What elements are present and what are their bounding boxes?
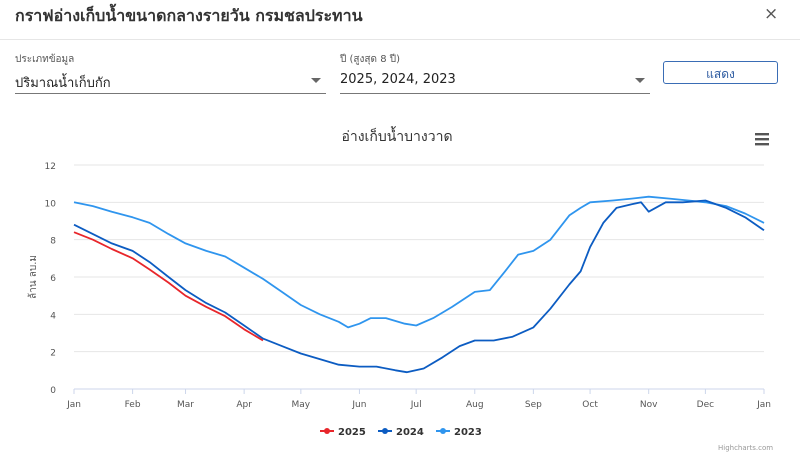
y-tick-label: 10 [45,199,57,209]
chart-credits: Highcharts.com [718,444,774,452]
year-label: ปี (สูงสุด 8 ปี) [340,54,400,65]
x-tick-label: Nov [640,400,658,410]
x-tick-label: Jul [410,400,422,410]
legend-label-2024: 2024 [396,427,424,438]
chart-title: อ่างเก็บน้ำบางวาด [341,126,452,145]
data-type-select[interactable]: ปริมาณน้ำเก็บกัก [15,76,111,91]
legend-marker-2025 [324,428,330,434]
x-tick-label: Dec [697,400,714,410]
legend-marker-2023 [440,428,446,434]
x-tick-label: Jun [351,400,366,410]
x-tick-label: Aug [466,400,484,410]
legend-label-2023: 2023 [454,427,482,438]
dialog-title: กราฟอ่างเก็บน้ำขนาดกลางรายวัน กรมชลประทา… [15,6,363,25]
legend-marker-2024 [382,428,388,434]
y-tick-label: 12 [45,162,56,172]
close-icon[interactable]: × [764,4,779,24]
x-tick-label: Mar [177,400,194,410]
y-tick-label: 0 [50,386,56,396]
reservoir-chart: อ่างเก็บน้ำบางวาด 0 2 4 6 8 10 12 Jan Feb Mar Apr Ma… [27,126,771,438]
series-line-2025 [73,231,264,342]
header-divider [0,39,800,40]
year-chevron-down-icon[interactable] [635,78,645,83]
y-axis-title: ล้าน ลบ.ม [27,255,39,299]
hamburger-menu-icon[interactable] [755,133,769,146]
show-button[interactable]: แสดง [663,61,778,84]
year-select[interactable]: 2025, 2024, 2023 [340,72,456,87]
x-tick-label: Oct [582,400,598,410]
y-tick-label: 2 [50,349,56,359]
x-tick-label: Feb [125,400,141,410]
x-tick-label: Apr [236,400,252,410]
data-type-label: ประเภทข้อมูล [15,54,75,65]
x-tick-label: Sep [525,400,542,410]
x-tick-label: Jan [66,400,81,410]
y-tick-label: 8 [50,237,56,247]
legend-label-2025: 2025 [338,427,366,438]
y-tick-label: 4 [50,311,56,321]
x-tick-label: Jan [756,400,771,410]
data-type-chevron-down-icon[interactable] [311,78,321,83]
year-underline [340,93,650,94]
data-type-underline [15,93,326,94]
series-line-2023 [73,195,765,329]
series-line-2024 [73,199,765,374]
x-tick-label: May [292,400,311,410]
y-tick-label: 6 [50,274,56,284]
